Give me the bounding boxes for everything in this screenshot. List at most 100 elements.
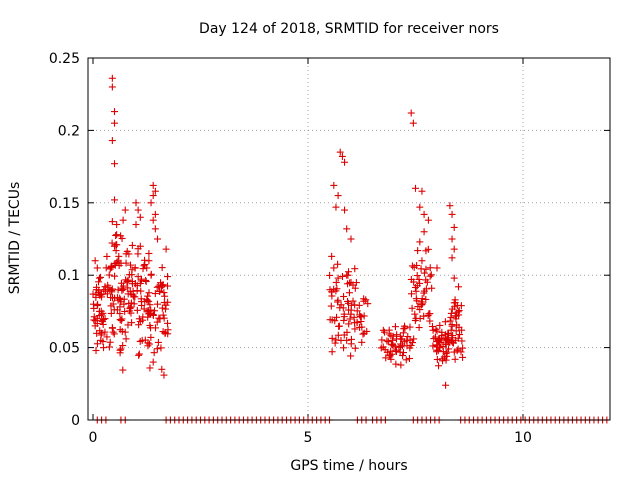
tick-labels: 00.050.10.150.20.2505101520 xyxy=(49,51,532,446)
data-point xyxy=(438,355,446,363)
data-point xyxy=(387,355,395,363)
data-point xyxy=(426,272,434,280)
data-point xyxy=(136,242,144,250)
data-point xyxy=(360,297,368,305)
data-point xyxy=(126,304,134,312)
data-point xyxy=(425,310,433,318)
data-point xyxy=(442,331,450,339)
data-point xyxy=(358,338,366,346)
data-point xyxy=(430,335,438,343)
data-point xyxy=(134,206,142,214)
data-point xyxy=(343,225,351,233)
data-point xyxy=(328,334,336,342)
data-point xyxy=(424,312,432,320)
data-point xyxy=(433,264,441,272)
data-point xyxy=(161,328,169,336)
data-point xyxy=(347,352,355,360)
data-point xyxy=(111,119,118,127)
data-point xyxy=(145,308,153,316)
data-point xyxy=(137,298,145,306)
data-point xyxy=(154,235,161,243)
data-point xyxy=(341,206,349,214)
data-point xyxy=(111,242,118,250)
data-point xyxy=(121,206,129,214)
data-point xyxy=(124,321,132,329)
data-point xyxy=(379,326,387,334)
data-point xyxy=(422,276,430,284)
data-point xyxy=(130,293,138,301)
grid xyxy=(88,58,610,420)
data-point xyxy=(160,314,168,322)
data-point xyxy=(338,272,346,280)
data-point xyxy=(429,326,437,334)
data-point xyxy=(351,265,359,273)
data-point xyxy=(135,350,143,358)
data-point xyxy=(437,334,445,342)
data-point xyxy=(110,330,118,338)
data-point xyxy=(136,318,144,326)
data-point xyxy=(458,337,466,345)
data-point xyxy=(333,313,341,321)
data-point xyxy=(398,335,406,343)
data-point xyxy=(95,278,103,286)
data-point xyxy=(161,292,169,300)
data-point xyxy=(116,349,124,357)
data-point xyxy=(98,329,106,337)
data-point xyxy=(151,307,159,315)
data-point xyxy=(326,316,334,324)
data-point xyxy=(91,322,99,330)
chart-title: Day 124 of 2018, SRMTID for receiver nor… xyxy=(199,21,499,37)
data-point xyxy=(144,313,152,321)
data-point xyxy=(340,293,348,301)
data-point xyxy=(413,282,421,290)
y-tick-label: 0.1 xyxy=(58,268,80,284)
data-point xyxy=(106,265,114,273)
data-point xyxy=(452,327,460,335)
data-point xyxy=(116,316,124,324)
data-point xyxy=(410,335,418,343)
data-point xyxy=(328,252,336,260)
data-point xyxy=(92,346,100,354)
data-point xyxy=(446,202,454,210)
data-point xyxy=(334,192,342,200)
data-point xyxy=(139,265,147,273)
data-point xyxy=(395,343,403,351)
data-point xyxy=(151,210,159,218)
data-point xyxy=(134,250,142,258)
data-point xyxy=(429,342,437,350)
data-point xyxy=(111,108,118,116)
data-point xyxy=(111,272,119,280)
data-point xyxy=(448,254,456,262)
data-point xyxy=(459,353,467,361)
data-point xyxy=(94,300,102,308)
data-point xyxy=(431,333,439,341)
data-point xyxy=(123,277,131,285)
data-point xyxy=(442,356,450,364)
data-point xyxy=(428,284,436,292)
data-point xyxy=(412,314,420,322)
data-point xyxy=(433,355,441,363)
data-point xyxy=(335,322,343,330)
data-point xyxy=(338,152,346,160)
data-point xyxy=(455,306,463,314)
data-point xyxy=(107,286,115,294)
data-point xyxy=(455,283,462,291)
data-point xyxy=(435,362,443,370)
data-point xyxy=(340,344,348,352)
y-tick-label: 0.25 xyxy=(49,51,80,67)
data-point xyxy=(101,315,109,323)
data-point xyxy=(145,257,153,265)
data-point xyxy=(93,315,101,323)
y-tick-label: 0.05 xyxy=(49,341,80,357)
data-point xyxy=(126,261,134,269)
data-point xyxy=(333,298,341,306)
data-point xyxy=(145,297,153,305)
data-point xyxy=(407,275,415,283)
data-points xyxy=(89,74,611,424)
data-point xyxy=(400,322,408,330)
data-point xyxy=(448,235,456,243)
data-point xyxy=(413,297,421,305)
data-point xyxy=(149,311,157,319)
data-point xyxy=(346,315,354,323)
